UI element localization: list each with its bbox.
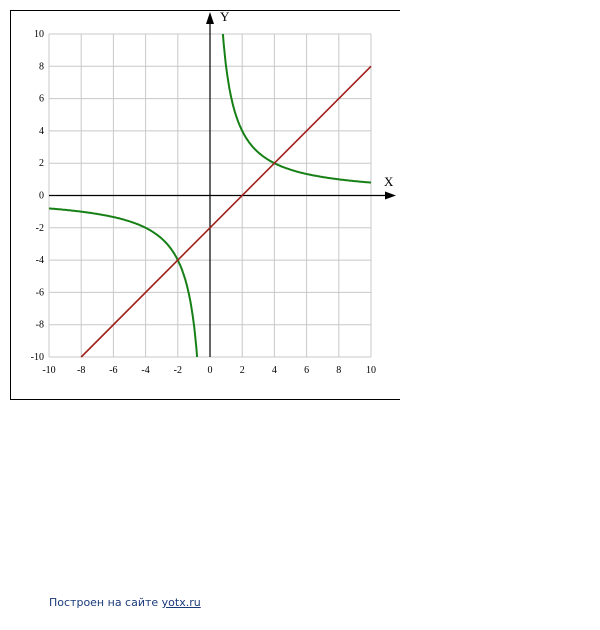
x-tick-label: -10: [42, 365, 55, 376]
y-tick-label: 2: [39, 158, 44, 169]
series-line: [80, 65, 372, 358]
y-tick-label: -10: [31, 352, 44, 363]
y-tick-label: -2: [36, 223, 44, 234]
y-tick-label: -4: [36, 255, 44, 266]
x-tick-label: 8: [336, 365, 341, 376]
x-tick-label: -2: [174, 365, 182, 376]
y-tick-label: 10: [34, 29, 44, 40]
y-tick-label: 6: [39, 94, 44, 105]
series-hyperbola-branch-1: [48, 207, 199, 358]
x-tick-label: -4: [141, 365, 149, 376]
y-tick-label: -6: [36, 287, 44, 298]
y-tick-label: 8: [39, 61, 44, 72]
y-axis-label: Y: [220, 9, 230, 24]
x-tick-label: 6: [304, 365, 309, 376]
chart: -10 -8 -6 -4 -2 0 2 4 6 8 10 10 8 6 4 2 0 -2 -4 -6 -8 -10 X Y: [31, 9, 396, 376]
x-axis-arrow-icon: [385, 191, 396, 200]
series-hyperbola-branch-2: [221, 33, 372, 184]
y-tick-label: 4: [39, 126, 44, 137]
y-axis-arrow-icon: [206, 12, 214, 24]
chart-frame: [10, 10, 400, 400]
x-tick-label: 4: [272, 365, 277, 376]
footer-text: Построен на сайте: [49, 596, 162, 609]
x-tick-label: 10: [366, 365, 376, 376]
footer-link[interactable]: yotx.ru: [161, 596, 201, 609]
x-tick-label: 0: [208, 365, 213, 376]
x-axis-label: X: [384, 174, 394, 189]
x-tick-label: -6: [109, 365, 117, 376]
x-tick-label: 2: [240, 365, 245, 376]
y-tick-label: -8: [36, 320, 44, 331]
y-tick-label: 0: [39, 191, 44, 202]
x-tick-label: -8: [77, 365, 85, 376]
footer: Построен на сайте yotx.ru: [49, 596, 201, 609]
